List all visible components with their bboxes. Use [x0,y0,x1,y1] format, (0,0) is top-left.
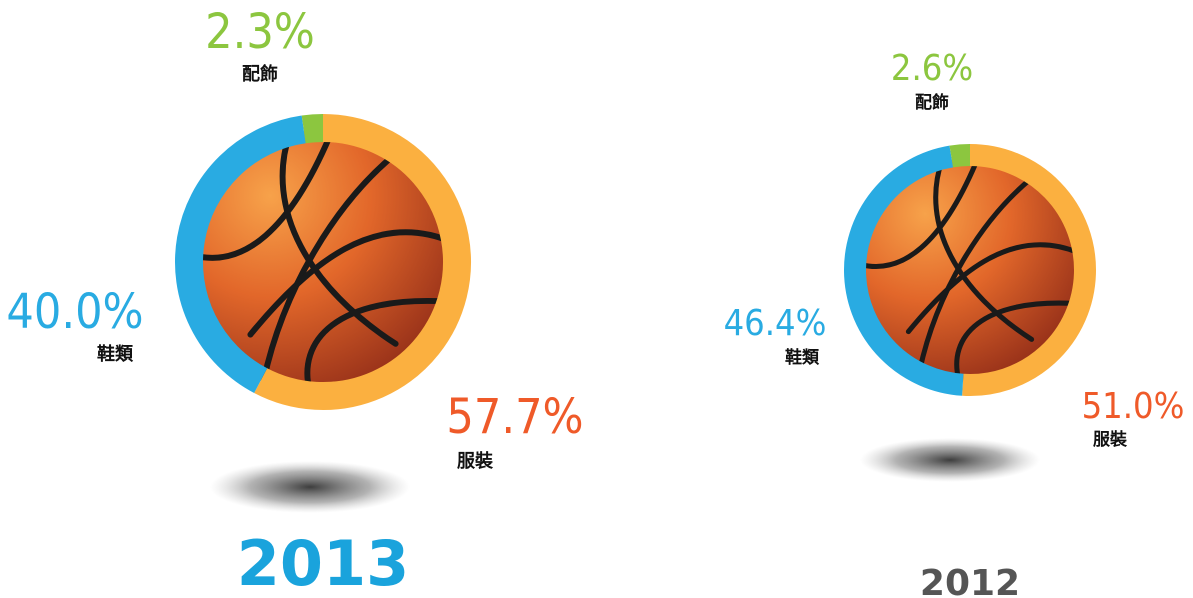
category-label: 配飾 [915,92,949,113]
year-title: 2012 [920,563,1020,598]
category-label: 服裝 [457,450,494,472]
value-label: 46.4% [724,303,827,344]
ball-seam [954,300,1079,383]
ball-seam [279,129,399,347]
donut-segment [962,144,1096,396]
ball-seam [260,150,399,384]
donut-segment [254,114,471,410]
year-title: 2013 [237,527,410,598]
value-label: 2.6% [891,48,973,89]
shadow [210,461,410,513]
category-label: 鞋類 [785,347,820,368]
donut-segment [949,144,971,168]
value-label: 57.7% [446,389,583,445]
ball-seam [190,133,333,261]
value-label: 40.0% [6,284,143,340]
value-label: 51.0% [1082,386,1185,427]
donut-chart: 51.0%服裝 46.4% 鞋類 2.6% 配飾 2012 [724,48,1185,598]
donut-segment [844,145,964,396]
category-label: 鞋類 [97,343,134,365]
ball-seam [857,161,979,269]
ball-seam [905,242,1083,335]
category-label: 配飾 [242,63,278,85]
category-label: 服裝 [1093,429,1128,450]
shadow [860,438,1040,482]
ball-seam [917,175,1035,374]
donut-chart: 57.7% 服裝 40.0% 鞋類 2.3% 配飾 2013 [6,4,583,598]
donut-segment [301,114,324,144]
donut-segment [175,115,306,394]
ball-seam [304,298,452,395]
value-label: 2.3% [205,4,315,60]
ball-seam [247,229,456,338]
ball-seam [933,157,1035,342]
